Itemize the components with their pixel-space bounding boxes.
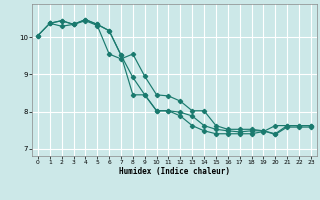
X-axis label: Humidex (Indice chaleur): Humidex (Indice chaleur) [119, 167, 230, 176]
